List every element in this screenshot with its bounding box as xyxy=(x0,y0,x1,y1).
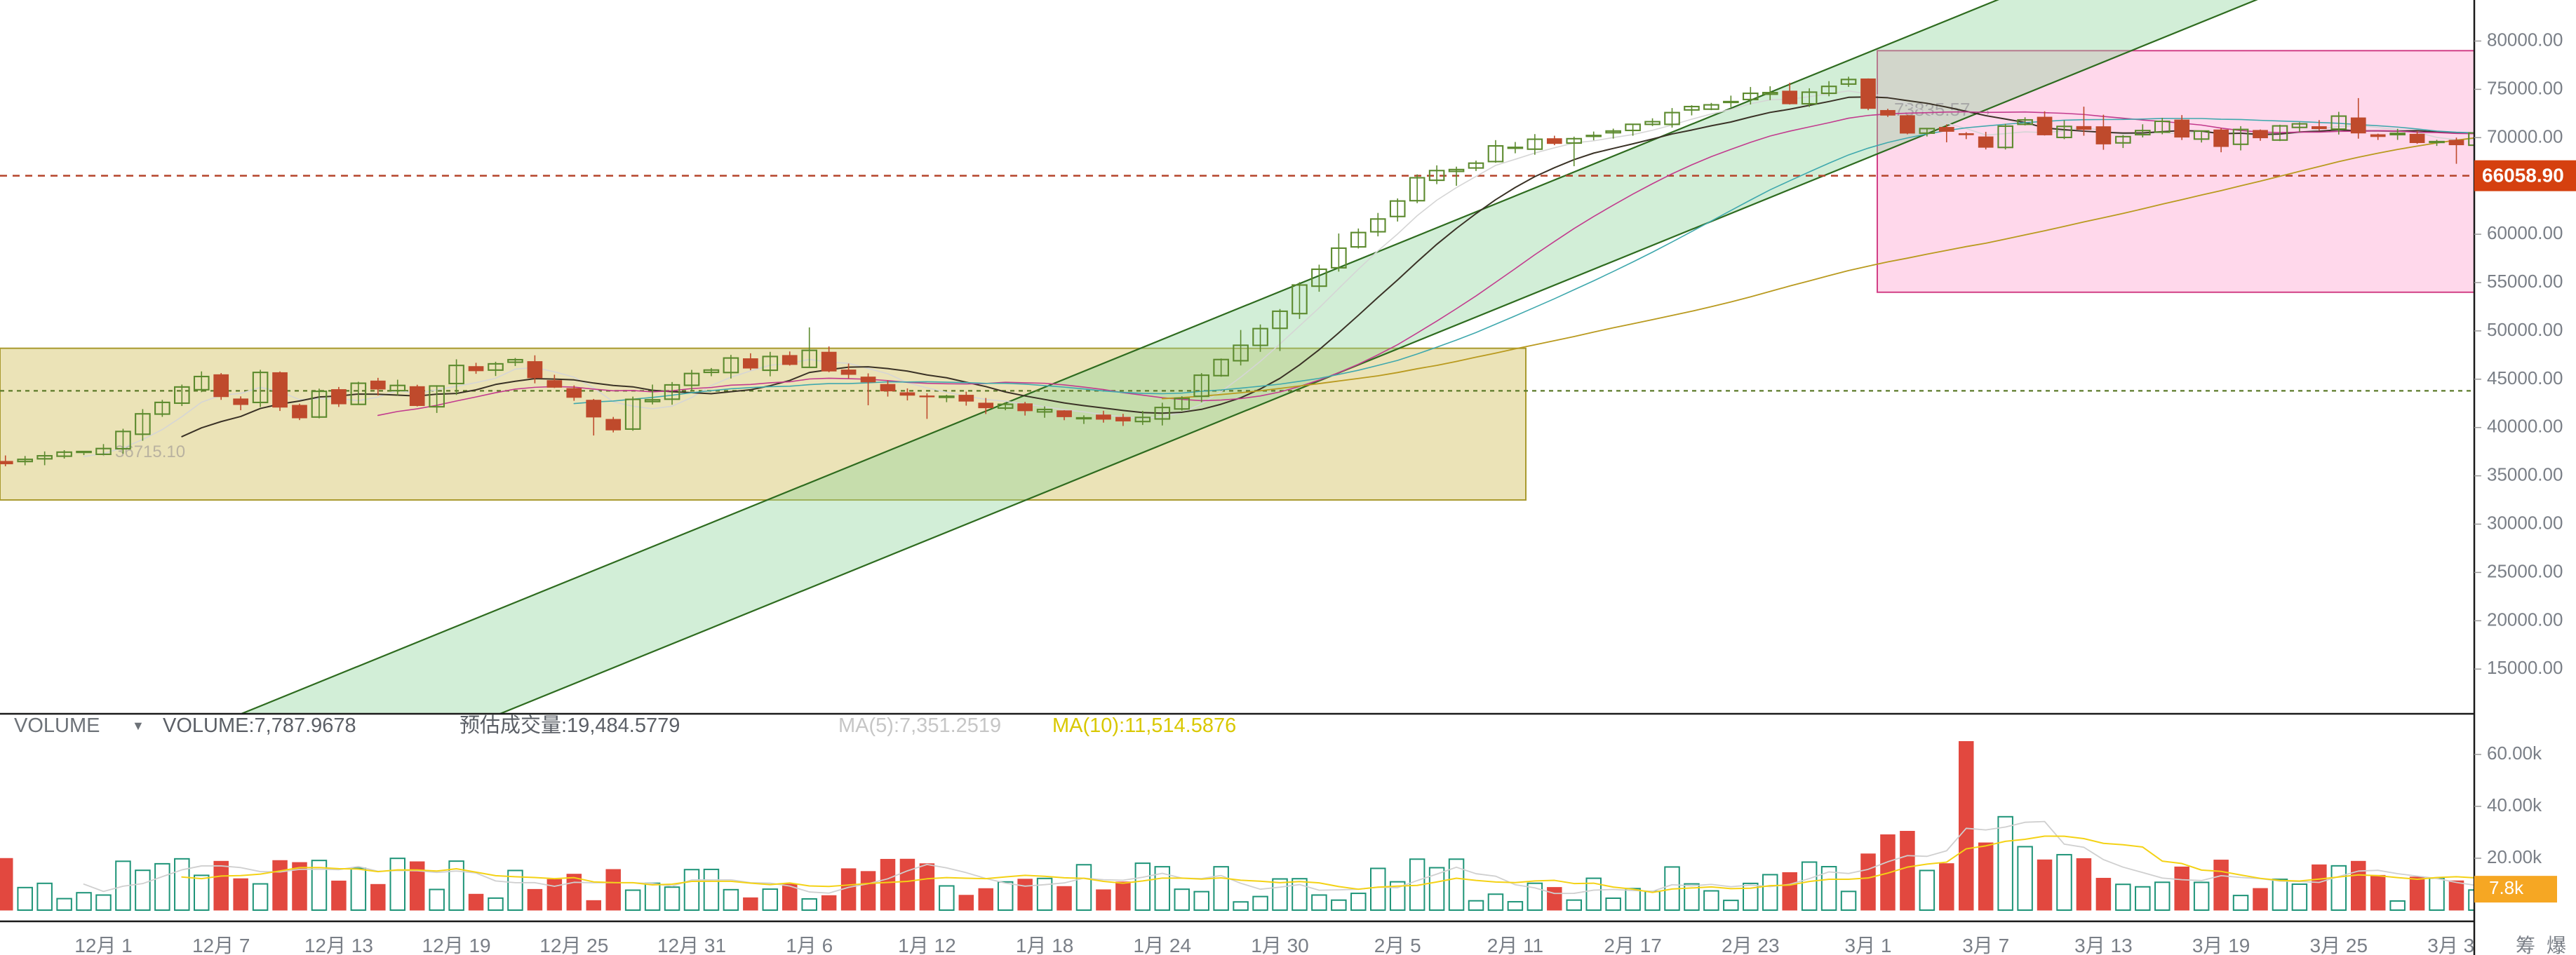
svg-text:2月 11: 2月 11 xyxy=(1487,935,1543,955)
svg-text:3月 1: 3月 1 xyxy=(1845,935,1892,955)
svg-text:预估成交量:19,484.5779: 预估成交量:19,484.5779 xyxy=(459,714,680,737)
svg-text:▼: ▼ xyxy=(132,719,145,733)
svg-text:1月 24: 1月 24 xyxy=(1134,935,1192,955)
svg-text:MA(10):11,514.5876: MA(10):11,514.5876 xyxy=(1052,714,1236,737)
svg-text:12月 31: 12月 31 xyxy=(657,935,726,955)
svg-text:VOLUME:7,787.9678: VOLUME:7,787.9678 xyxy=(163,714,356,737)
svg-text:25000.00: 25000.00 xyxy=(2487,560,2563,581)
svg-text:1月 12: 1月 12 xyxy=(898,935,956,955)
svg-text:1月 18: 1月 18 xyxy=(1016,935,1074,955)
svg-text:45000.00: 45000.00 xyxy=(2487,367,2563,388)
svg-text:60000.00: 60000.00 xyxy=(2487,222,2563,243)
svg-text:爆: 爆 xyxy=(2547,935,2566,955)
svg-text:66058.90: 66058.90 xyxy=(2482,165,2564,187)
svg-text:12月 7: 12月 7 xyxy=(192,935,250,955)
svg-text:75000.00: 75000.00 xyxy=(2487,77,2563,98)
svg-text:35000.00: 35000.00 xyxy=(2487,464,2563,485)
svg-text:50000.00: 50000.00 xyxy=(2487,319,2563,340)
svg-text:3月 25: 3月 25 xyxy=(2310,935,2368,955)
svg-text:2月 5: 2月 5 xyxy=(1374,935,1421,955)
svg-text:12月 1: 12月 1 xyxy=(74,935,133,955)
svg-text:3月 19: 3月 19 xyxy=(2192,935,2250,955)
svg-text:70000.00: 70000.00 xyxy=(2487,126,2563,147)
svg-text:20000.00: 20000.00 xyxy=(2487,609,2563,630)
svg-text:筹: 筹 xyxy=(2516,935,2535,955)
svg-text:MA(5):7,351.2519: MA(5):7,351.2519 xyxy=(838,714,1001,737)
svg-text:3月 7: 3月 7 xyxy=(1962,935,2009,955)
svg-text:55000.00: 55000.00 xyxy=(2487,271,2563,292)
svg-text:7.8k: 7.8k xyxy=(2489,877,2524,898)
svg-text:15000.00: 15000.00 xyxy=(2487,657,2563,678)
svg-text:1月 30: 1月 30 xyxy=(1251,935,1309,955)
svg-text:VOLUME: VOLUME xyxy=(14,714,100,737)
svg-text:1月 6: 1月 6 xyxy=(786,935,833,955)
svg-text:12月 13: 12月 13 xyxy=(304,935,373,955)
svg-text:2月 23: 2月 23 xyxy=(1722,935,1780,955)
svg-text:30000.00: 30000.00 xyxy=(2487,513,2563,534)
svg-text:3月 13: 3月 13 xyxy=(2074,935,2133,955)
svg-text:40000.00: 40000.00 xyxy=(2487,416,2563,437)
svg-text:20.00k: 20.00k xyxy=(2487,846,2542,867)
svg-text:2月 17: 2月 17 xyxy=(1604,935,1662,955)
svg-text:12月 25: 12月 25 xyxy=(539,935,608,955)
svg-text:40.00k: 40.00k xyxy=(2487,794,2542,815)
svg-text:60.00k: 60.00k xyxy=(2487,743,2542,764)
svg-text:12月 19: 12月 19 xyxy=(422,935,491,955)
svg-text:80000.00: 80000.00 xyxy=(2487,29,2563,50)
